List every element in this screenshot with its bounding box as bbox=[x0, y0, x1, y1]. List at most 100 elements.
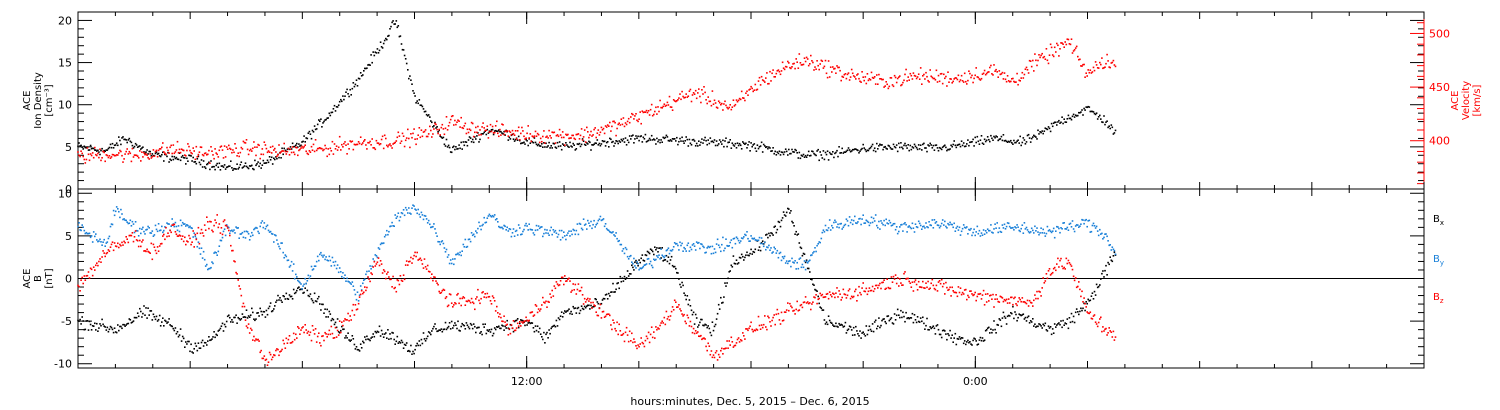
by-point bbox=[1041, 232, 1043, 234]
bx-point bbox=[684, 294, 686, 297]
velocity-point bbox=[315, 149, 318, 152]
bz-point bbox=[184, 236, 186, 239]
bz-point bbox=[230, 244, 232, 247]
by-point bbox=[200, 247, 203, 249]
bz-point bbox=[768, 316, 770, 319]
velocity-point bbox=[600, 126, 603, 129]
density-point bbox=[199, 163, 202, 166]
velocity-point bbox=[568, 137, 570, 140]
bz-point bbox=[769, 321, 771, 323]
density-point bbox=[109, 143, 112, 146]
bx-point bbox=[538, 327, 541, 330]
bx-point bbox=[664, 259, 667, 261]
velocity-point bbox=[651, 114, 654, 117]
by-point bbox=[508, 228, 511, 230]
by-point bbox=[242, 236, 245, 239]
density-point bbox=[952, 143, 954, 146]
bx-point bbox=[249, 314, 252, 316]
density-point bbox=[822, 150, 825, 152]
density-point bbox=[413, 92, 415, 94]
bx-point bbox=[725, 285, 727, 287]
bx-point bbox=[736, 263, 739, 265]
density-point bbox=[208, 161, 210, 164]
velocity-point bbox=[106, 154, 109, 157]
bx-point bbox=[311, 299, 314, 302]
bx-point bbox=[479, 332, 481, 334]
velocity-point bbox=[891, 84, 894, 86]
bx-point bbox=[841, 324, 843, 326]
bz-point bbox=[259, 351, 261, 354]
by-point bbox=[839, 223, 841, 225]
bz-point bbox=[157, 250, 160, 252]
bz-point bbox=[251, 329, 253, 331]
density-point bbox=[1034, 135, 1036, 138]
bx-point bbox=[943, 329, 945, 331]
bx-point bbox=[454, 322, 456, 324]
density-point bbox=[870, 145, 873, 148]
by-point bbox=[1086, 225, 1088, 228]
bz-point bbox=[380, 263, 383, 265]
bx-point bbox=[707, 325, 709, 327]
by-point bbox=[539, 226, 542, 228]
velocity-point bbox=[707, 96, 709, 98]
bz-point bbox=[905, 278, 907, 280]
velocity-point bbox=[79, 155, 81, 158]
by-point bbox=[1111, 246, 1114, 248]
density-point bbox=[944, 144, 946, 147]
density-point bbox=[1055, 121, 1057, 124]
velocity-point bbox=[836, 65, 838, 67]
bx-point bbox=[1043, 324, 1046, 327]
density-point bbox=[534, 141, 537, 144]
bx-point bbox=[781, 217, 784, 219]
by-point bbox=[912, 227, 915, 229]
density-point bbox=[1021, 141, 1024, 144]
velocity-point bbox=[456, 121, 458, 123]
by-point bbox=[407, 212, 409, 214]
velocity-point bbox=[541, 140, 543, 143]
bx-point bbox=[387, 329, 389, 331]
density-point bbox=[636, 137, 638, 139]
by-point bbox=[780, 259, 783, 262]
by-point bbox=[804, 268, 807, 271]
by-point bbox=[277, 243, 279, 245]
density-point bbox=[113, 144, 116, 147]
bz-point bbox=[188, 234, 190, 237]
density-point bbox=[104, 150, 106, 152]
velocity-point bbox=[609, 121, 611, 124]
bx-point bbox=[425, 337, 428, 340]
bz-point bbox=[397, 279, 400, 282]
bz-point bbox=[684, 320, 686, 323]
bz-point bbox=[262, 357, 265, 360]
velocity-point bbox=[916, 76, 919, 78]
bz-point bbox=[835, 292, 837, 294]
velocity-point bbox=[277, 154, 279, 156]
density-point bbox=[576, 143, 579, 145]
density-point bbox=[198, 161, 201, 164]
by-point bbox=[678, 249, 680, 251]
density-point bbox=[803, 156, 806, 158]
velocity-point bbox=[461, 126, 463, 129]
density-point bbox=[536, 144, 539, 147]
bx-point bbox=[849, 326, 852, 328]
bz-point bbox=[939, 282, 942, 285]
by-point bbox=[389, 225, 391, 228]
velocity-point bbox=[173, 152, 176, 155]
bz-point bbox=[479, 302, 481, 305]
velocity-point bbox=[289, 148, 292, 150]
velocity-point bbox=[475, 126, 477, 129]
density-point bbox=[396, 26, 399, 29]
bx-point bbox=[367, 338, 369, 340]
by-point bbox=[573, 229, 575, 232]
bx-point bbox=[520, 319, 522, 321]
bx-point bbox=[617, 282, 619, 284]
by-point bbox=[576, 223, 579, 225]
by-point bbox=[417, 208, 419, 211]
bx-point bbox=[369, 339, 371, 342]
by-point bbox=[1106, 235, 1108, 238]
by-point bbox=[1100, 233, 1102, 235]
bz-point bbox=[300, 329, 302, 331]
bx-point bbox=[304, 287, 306, 289]
bz-point bbox=[622, 332, 625, 335]
velocity-point bbox=[348, 148, 350, 150]
density-point bbox=[243, 165, 246, 167]
